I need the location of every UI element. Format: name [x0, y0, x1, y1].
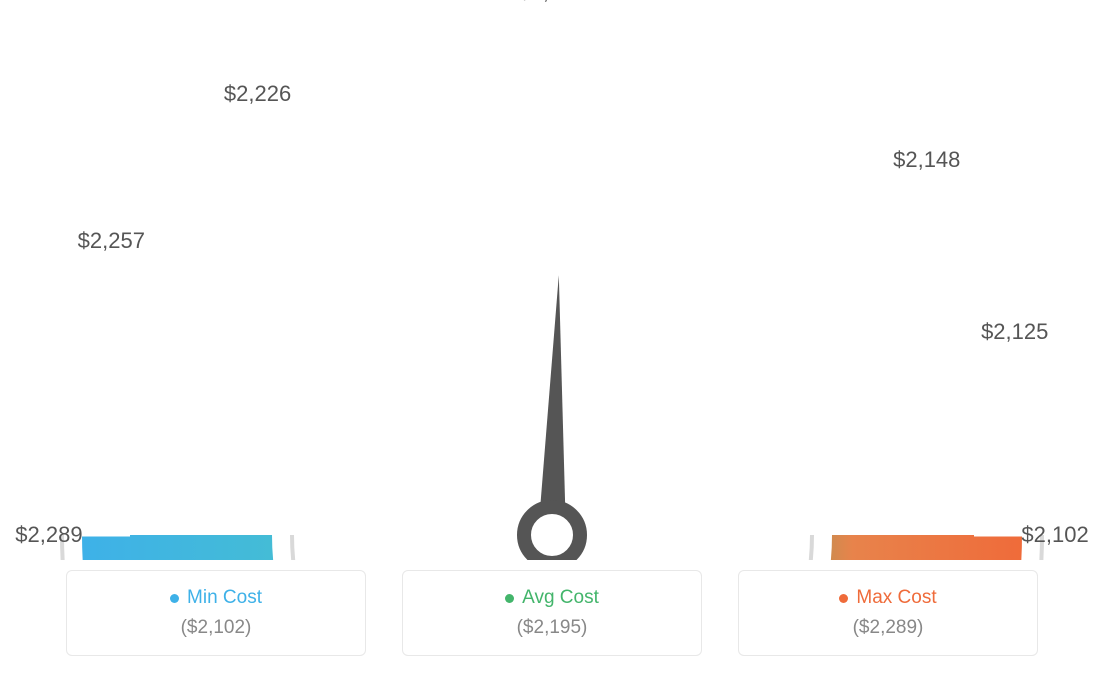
gauge-chart-container: $2,102 $2,125 $2,148 $2,195 $2,226 $2,257 $2,2…	[0, 0, 1104, 690]
legend-row: Min Cost ($2,102) Avg Cost ($2,195) Max …	[0, 560, 1104, 656]
legend-label-avg: Avg Cost	[423, 587, 681, 609]
gauge-area: $2,102 $2,125 $2,148 $2,195 $2,226 $2,257 $2,2…	[0, 0, 1104, 560]
legend-label-min-text: Min Cost	[187, 587, 262, 609]
legend-value-min: ($2,102)	[87, 617, 345, 639]
gauge-tick-label: $2,195	[518, 0, 585, 5]
legend-dot-min	[170, 594, 179, 603]
gauge-tick-label: $2,289	[15, 522, 82, 548]
legend-label-min: Min Cost	[87, 587, 345, 609]
legend-box-min: Min Cost ($2,102)	[66, 570, 366, 656]
gauge-svg	[0, 0, 1104, 560]
gauge-tick-label: $2,226	[224, 81, 291, 107]
legend-label-max-text: Max Cost	[856, 587, 936, 609]
legend-label-avg-text: Avg Cost	[522, 587, 599, 609]
legend-box-max: Max Cost ($2,289)	[738, 570, 1038, 656]
legend-dot-max	[839, 594, 848, 603]
gauge-tick-label: $2,148	[893, 147, 960, 173]
gauge-tick-label: $2,102	[1021, 522, 1088, 548]
legend-label-max: Max Cost	[759, 587, 1017, 609]
legend-value-avg: ($2,195)	[423, 617, 681, 639]
gauge-tick-label: $2,257	[78, 228, 145, 254]
legend-dot-avg	[505, 594, 514, 603]
gauge-tick-label: $2,125	[981, 319, 1048, 345]
legend-value-max: ($2,289)	[759, 617, 1017, 639]
legend-box-avg: Avg Cost ($2,195)	[402, 570, 702, 656]
